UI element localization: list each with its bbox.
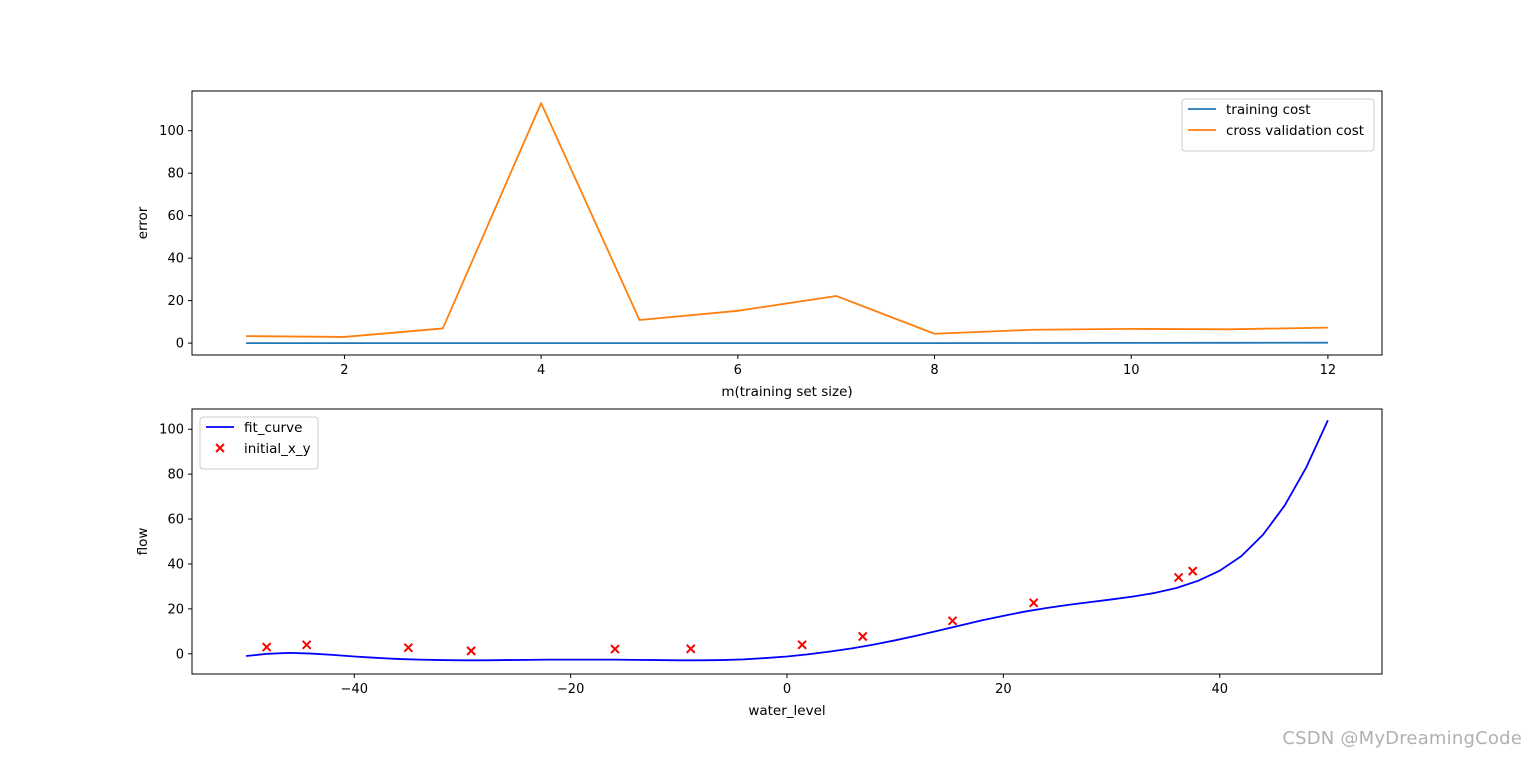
y-tick-label: 80: [167, 167, 184, 182]
y-tick-label: 40: [167, 557, 184, 572]
watermark-text: CSDN @MyDreamingCode: [1282, 728, 1522, 749]
y-tick-label: 60: [167, 209, 184, 224]
legend-label: initial_x_y: [244, 441, 311, 457]
y-tick-label: 100: [159, 423, 184, 438]
x-tick-label: 10: [1123, 363, 1140, 378]
legend-label: fit_curve: [244, 420, 302, 436]
data-point-initial-x-y: [798, 641, 806, 649]
x-tick-label: 6: [734, 363, 742, 378]
x-tick-label: 0: [783, 682, 791, 697]
y-tick-label: 40: [167, 252, 184, 267]
x-tick-label: −40: [341, 682, 368, 697]
axes-frame: [192, 409, 1382, 674]
data-point-initial-x-y: [263, 643, 271, 651]
x-axis-label: m(training set size): [721, 384, 852, 400]
y-tick-label: 0: [176, 647, 184, 662]
y-tick-label: 60: [167, 513, 184, 528]
data-point-initial-x-y: [611, 645, 619, 653]
subplot-1: 2 4 6 8 10 12 0 20 40 60 80 100 m(training set size)…: [135, 91, 1382, 400]
x-tick-label: 12: [1320, 363, 1337, 378]
data-point-initial-x-y: [687, 645, 695, 653]
x-tick-label: 2: [340, 363, 348, 378]
y-axis-label: error: [135, 206, 151, 239]
y-tick-label: 80: [167, 468, 184, 483]
plot-area: [246, 420, 1328, 660]
y-tick-label: 100: [159, 124, 184, 139]
data-point-initial-x-y: [467, 647, 475, 655]
data-point-initial-x-y: [303, 641, 311, 649]
data-point-initial-x-y: [949, 617, 957, 625]
legend: training cost cross validation cost: [1182, 99, 1374, 151]
y-tick-label: 0: [176, 337, 184, 352]
data-point-initial-x-y: [859, 632, 867, 640]
subplot-2: −40 −20 0 20 40 0 20 40 60 80 100 water_level flow fi…: [135, 409, 1382, 719]
series-line-cross-validation-cost: [246, 103, 1328, 337]
legend-label: cross validation cost: [1226, 123, 1364, 139]
x-tick-label: 40: [1211, 682, 1228, 697]
data-point-initial-x-y: [1175, 573, 1183, 581]
data-point-initial-x-y: [1030, 599, 1038, 607]
y-tick-label: 20: [167, 294, 184, 309]
x-tick-label: 20: [995, 682, 1012, 697]
y-tick-label: 20: [167, 602, 184, 617]
plot-area: [246, 103, 1328, 343]
legend-label: training cost: [1226, 102, 1311, 118]
y-axis-label: flow: [135, 528, 151, 556]
x-tick-label: −20: [557, 682, 584, 697]
data-point-initial-x-y: [404, 644, 412, 652]
x-axis-label: water_level: [748, 703, 825, 719]
data-point-initial-x-y: [1189, 567, 1197, 575]
x-tick-label: 4: [537, 363, 545, 378]
series-line-fit-curve: [246, 420, 1328, 660]
legend: fit_curve initial_x_y: [200, 417, 318, 469]
x-tick-label: 8: [930, 363, 938, 378]
